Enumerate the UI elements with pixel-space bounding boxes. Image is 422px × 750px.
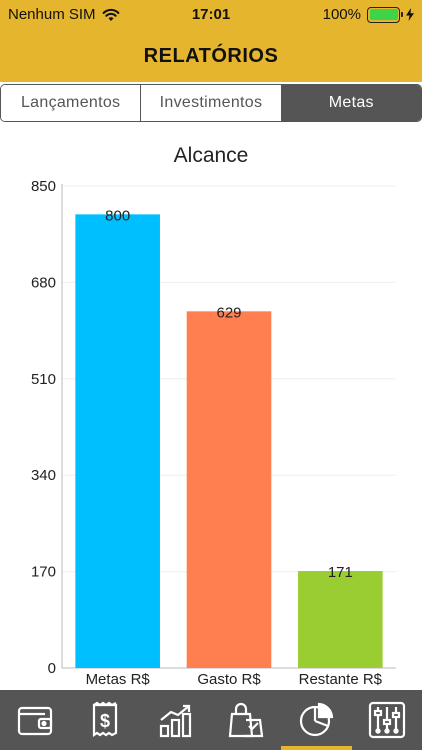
y-tick-label: 170: [31, 564, 56, 581]
wifi-icon: [102, 8, 119, 21]
chart-title: Alcance: [174, 144, 249, 167]
carrier-label: Nenhum SIM: [8, 6, 96, 23]
settings-sliders-icon: [368, 701, 405, 739]
bar-value-label: 629: [216, 304, 241, 321]
status-left: Nenhum SIM: [8, 6, 120, 23]
goals-chart: Alcance 0 170 340 510 680 850 800 Metas R$ 629 Gas…: [0, 130, 422, 690]
receipt-icon: $: [93, 701, 118, 738]
y-tick-label: 0: [48, 660, 56, 677]
battery-percent: 100%: [322, 6, 361, 23]
shopping-bag-icon: [228, 702, 264, 738]
growth-chart-icon: [159, 704, 191, 738]
y-tick-label: 680: [31, 274, 56, 291]
tab-reports[interactable]: [281, 690, 352, 750]
bar: [186, 311, 272, 668]
tab-shopping[interactable]: [211, 690, 281, 750]
page-title: RELATÓRIOS: [143, 44, 279, 67]
svg-text:$: $: [100, 711, 110, 731]
bar: [75, 214, 160, 668]
navigation-bar: RELATÓRIOS: [0, 30, 422, 82]
tab-bar: $: [0, 690, 422, 750]
report-segmented-control: Lançamentos Investimentos Metas: [0, 84, 422, 122]
charging-bolt-icon: [406, 8, 414, 21]
tab-investments[interactable]: [141, 690, 211, 750]
bar: [298, 571, 383, 668]
bar-chart: Alcance 0 170 340 510 680 850 800 Metas R$ 629 Gas…: [31, 144, 396, 688]
segment-lancamentos[interactable]: Lançamentos: [1, 85, 142, 121]
x-tick-label: Restante R$: [299, 671, 383, 688]
status-bar: Nenhum SIM 17:01 100%: [0, 0, 422, 30]
y-tick-label: 340: [31, 467, 56, 484]
bar-value-label: 800: [105, 207, 130, 224]
y-tick-label: 510: [31, 371, 56, 388]
tab-receipt[interactable]: $: [70, 690, 140, 750]
clock: 17:01: [191, 6, 231, 23]
x-tick-label: Metas R$: [86, 671, 151, 688]
segment-metas[interactable]: Metas: [281, 85, 421, 121]
tab-wallet[interactable]: [0, 690, 70, 750]
wallet-icon: [18, 706, 53, 736]
pie-chart-icon: [300, 702, 334, 737]
status-right: 100%: [323, 6, 414, 23]
segment-investimentos[interactable]: Investimentos: [141, 85, 282, 121]
y-tick-label: 850: [31, 178, 56, 195]
bar-value-label: 171: [328, 564, 353, 581]
x-tick-label: Gasto R$: [197, 671, 261, 688]
tab-settings[interactable]: [352, 690, 422, 750]
battery-icon: [367, 6, 403, 23]
